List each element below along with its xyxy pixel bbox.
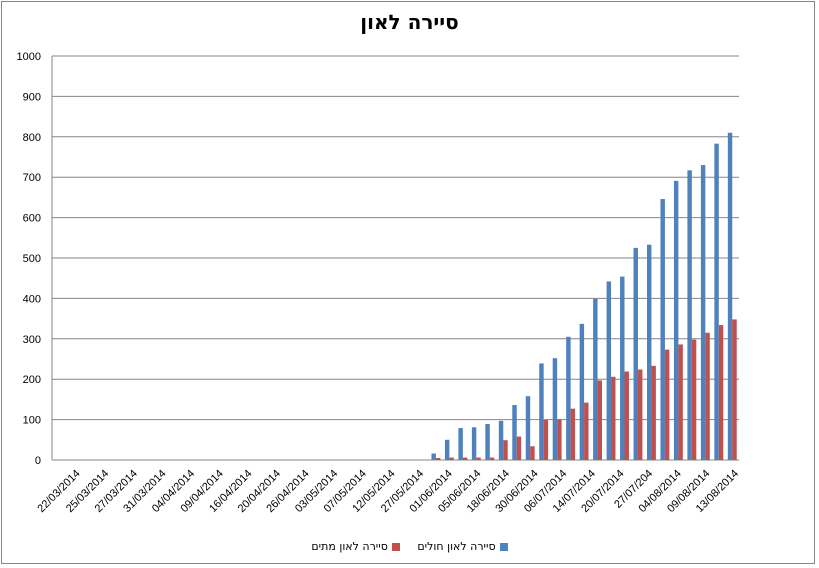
bar-ill [566, 336, 571, 460]
legend-item-dead: סיירה לאון מתים [311, 540, 400, 553]
bar-ill [512, 405, 517, 460]
bar-dead [678, 344, 683, 460]
bar-ill [673, 180, 679, 460]
chart-title: סיירה לאון [360, 10, 459, 34]
bar-ill [579, 323, 585, 460]
bar-dead [611, 376, 616, 460]
y-tick-label: 700 [23, 172, 41, 184]
bar-ill [539, 363, 544, 460]
bar-ill [714, 143, 719, 460]
bar-ill [485, 424, 490, 460]
bar-ill [620, 276, 625, 460]
bar-dead [449, 457, 454, 460]
bar-ill [458, 428, 463, 460]
bar-dead [530, 446, 535, 460]
bar-dead [624, 371, 629, 460]
y-tick-label: 600 [23, 213, 41, 225]
bar-ill [444, 439, 450, 460]
y-tick-label: 800 [23, 132, 41, 144]
y-tick-label: 400 [23, 293, 41, 305]
bar-dead [597, 380, 603, 460]
bar-dead [489, 457, 495, 460]
y-tick-label: 500 [23, 253, 41, 265]
bar-ill [431, 453, 436, 460]
bar-dead [462, 457, 468, 460]
bar-dead [557, 419, 562, 460]
bar-dead [584, 402, 589, 460]
y-tick-label: 0 [35, 455, 41, 467]
y-tick-label: 1000 [17, 51, 41, 63]
bar-ill [498, 420, 504, 460]
bar-dead [637, 369, 643, 460]
bar-dead [543, 420, 549, 460]
y-tick-label: 100 [23, 415, 41, 427]
bar-ill [606, 281, 612, 460]
legend: סיירה לאון מתים סיירה לאון חולים [0, 540, 819, 553]
bar-ill [593, 298, 598, 460]
bar-ill [646, 244, 652, 460]
bar-ill [687, 170, 692, 460]
legend-label-ill: סיירה לאון חולים [417, 540, 496, 553]
bar-ill [660, 199, 665, 461]
bar-dead [570, 408, 576, 460]
legend-swatch-dead [391, 543, 400, 551]
bar-dead [664, 349, 670, 460]
bar-dead [718, 325, 724, 460]
bar-dead [732, 319, 737, 460]
y-tick-label: 200 [23, 374, 41, 386]
bar-dead [651, 365, 656, 460]
bar-dead [691, 339, 697, 460]
bar-dead [705, 332, 710, 460]
bar-dead [516, 436, 522, 460]
legend-label-dead: סיירה לאון מתים [311, 540, 388, 553]
bar-ill [727, 132, 733, 460]
bar-ill [700, 165, 706, 460]
bar-dead [435, 457, 441, 460]
y-tick-label: 300 [23, 334, 41, 346]
bar-dead [476, 457, 481, 460]
bar-ill [552, 358, 558, 460]
bar-dead [503, 440, 508, 460]
bar-ill [525, 396, 531, 460]
y-tick-label: 900 [23, 91, 41, 103]
legend-swatch-ill [499, 543, 508, 551]
bar-ill [471, 427, 477, 460]
legend-item-ill: סיירה לאון חולים [417, 540, 508, 553]
bar-ill [633, 247, 638, 460]
